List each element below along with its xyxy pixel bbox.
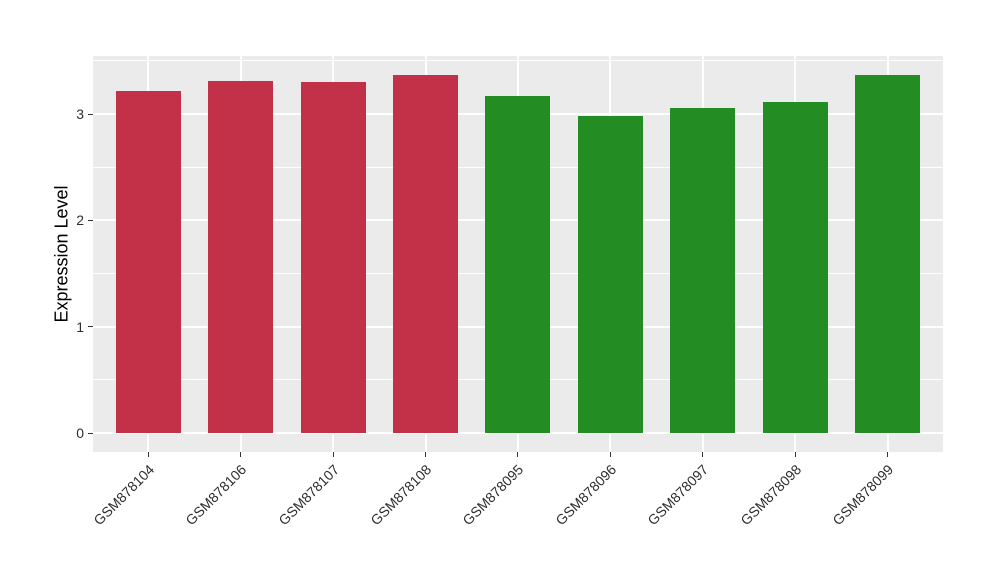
x-tick-label: GSM878098 [736, 461, 804, 529]
y-tick-label: 0 [76, 425, 84, 441]
bar-GSM878108 [393, 74, 459, 433]
bar-GSM878104 [115, 90, 181, 433]
x-tick [332, 452, 334, 457]
x-tick [887, 452, 889, 457]
plot-panel [93, 56, 943, 452]
y-tick [88, 432, 93, 434]
x-tick-label: GSM878095 [459, 461, 527, 529]
bar-GSM878098 [762, 102, 828, 433]
x-tick [425, 452, 427, 457]
bar-GSM878106 [208, 81, 274, 433]
y-tick [88, 113, 93, 115]
x-tick [147, 452, 149, 457]
x-tick-label: GSM878104 [90, 461, 158, 529]
x-tick [609, 452, 611, 457]
y-tick-label: 3 [76, 106, 84, 122]
x-tick [517, 452, 519, 457]
x-tick [240, 452, 242, 457]
bar-GSM878107 [300, 82, 366, 433]
y-tick-label: 2 [76, 212, 84, 229]
y-tick-label: 1 [76, 318, 84, 335]
x-tick-label: GSM878107 [274, 461, 342, 529]
y-tick [88, 219, 93, 221]
bar-GSM878095 [485, 95, 551, 433]
x-tick-label: GSM878106 [182, 461, 250, 529]
bar-layer [93, 56, 943, 452]
bar-GSM878097 [670, 107, 736, 433]
y-axis-title: Expression Level [51, 185, 72, 323]
x-tick-label: GSM878097 [644, 461, 712, 529]
bar-GSM878096 [577, 116, 643, 433]
x-tick-label: GSM878096 [552, 461, 620, 529]
x-tick [794, 452, 796, 457]
x-tick-label: GSM878099 [829, 461, 897, 529]
y-tick [88, 326, 93, 328]
x-tick-label: GSM878108 [367, 461, 435, 529]
bar-GSM878099 [855, 74, 921, 433]
x-tick [702, 452, 704, 457]
